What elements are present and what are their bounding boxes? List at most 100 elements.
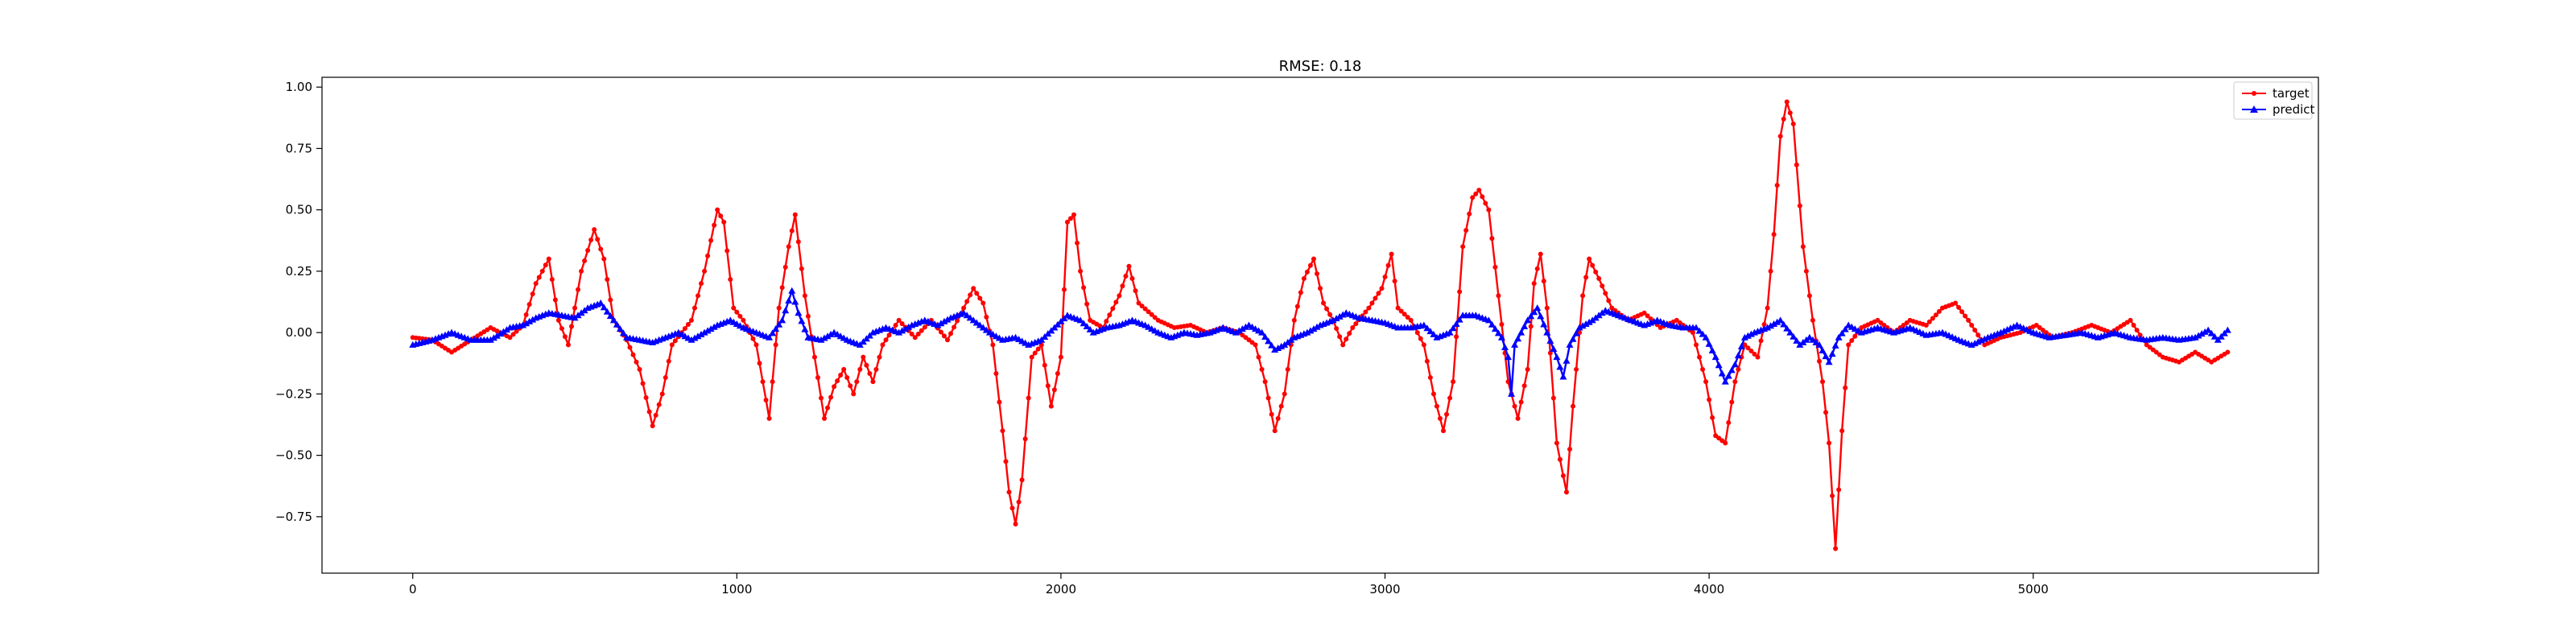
data-point-predict: [1747, 330, 1755, 337]
data-point-target: [1272, 428, 1278, 434]
data-point-predict: [577, 309, 585, 316]
data-point-predict: [691, 334, 699, 341]
data-point-predict: [574, 312, 582, 319]
data-point-target: [637, 366, 642, 372]
data-point-target: [822, 415, 828, 421]
data-point-predict: [769, 329, 777, 336]
data-point-predict: [571, 314, 579, 321]
data-point-predict: [1835, 333, 1843, 341]
x-tick-label: 4000: [1694, 582, 1724, 597]
data-point-target: [569, 324, 574, 329]
data-point-target: [1849, 338, 1855, 344]
data-point-predict: [1537, 312, 1545, 320]
data-point-predict: [1423, 324, 1431, 332]
data-point-target: [770, 379, 775, 385]
data-point-target: [1402, 312, 1407, 317]
data-point-target: [1515, 415, 1521, 421]
data-point-target: [1460, 244, 1466, 250]
data-point-target: [1042, 362, 1047, 368]
data-point-target: [1051, 387, 1057, 393]
data-point-target: [1045, 383, 1051, 389]
data-point-target: [1645, 313, 1650, 319]
y-tick-label: −0.25: [275, 386, 312, 401]
data-point-predict: [1815, 341, 1823, 348]
data-point-target: [971, 286, 976, 291]
data-point-target: [880, 342, 886, 348]
data-point-target: [841, 366, 847, 372]
data-point-predict: [1569, 335, 1577, 342]
data-point-predict: [1521, 323, 1529, 330]
data-point-target: [510, 332, 516, 337]
data-point-predict: [1799, 338, 1807, 345]
data-point-target: [1318, 286, 1323, 291]
data-point-target: [1700, 366, 1706, 372]
y-tick-label: 0.25: [286, 264, 312, 279]
data-point-target: [896, 317, 902, 323]
data-point-predict: [700, 328, 708, 336]
data-point-target: [1444, 411, 1450, 417]
data-point-target: [1447, 395, 1453, 401]
data-point-predict: [1534, 304, 1542, 312]
data-point-target: [708, 237, 714, 243]
data-point-predict: [1426, 328, 1435, 335]
data-point-target: [1827, 440, 1832, 446]
data-point-target: [1538, 251, 1543, 257]
data-point-target: [1294, 303, 1300, 309]
data-point-target: [1347, 331, 1352, 336]
series-layer: [409, 99, 2231, 551]
data-point-predict: [502, 326, 510, 333]
data-point-predict: [606, 312, 614, 320]
data-point-predict: [496, 330, 504, 337]
data-point-predict: [902, 325, 910, 332]
data-point-target: [1777, 134, 1783, 139]
data-point-predict: [519, 321, 527, 328]
data-point-target: [1152, 315, 1158, 320]
data-point-predict: [1831, 341, 1839, 349]
data-point-target: [1126, 263, 1132, 269]
data-point-target: [1379, 286, 1385, 291]
data-point-target: [1142, 306, 1148, 312]
data-point-predict: [1812, 338, 1820, 345]
data-point-target: [799, 266, 804, 271]
data-point-target: [815, 375, 820, 381]
data-point-predict: [1241, 323, 1249, 330]
data-point-target: [543, 262, 548, 268]
data-point-target: [1528, 324, 1534, 329]
data-point-target: [572, 305, 578, 311]
data-point-target: [1956, 304, 1962, 310]
data-point-target: [1736, 366, 1741, 372]
data-point-target: [1690, 330, 1695, 336]
data-point-predict: [697, 330, 705, 337]
data-point-predict: [1572, 329, 1580, 336]
data-point-target: [1930, 316, 1935, 321]
data-point-target: [766, 415, 772, 421]
data-point-target: [536, 275, 542, 280]
data-point-target: [974, 291, 980, 296]
data-point-target: [1139, 303, 1145, 309]
data-point-target: [1265, 395, 1271, 401]
data-point-target: [1369, 300, 1375, 306]
data-point-target: [656, 402, 662, 407]
data-point-predict: [795, 309, 803, 316]
data-point-target: [1373, 295, 1378, 301]
data-point-predict: [1566, 341, 1574, 348]
data-point-predict: [785, 297, 793, 304]
data-point-predict: [1501, 343, 1509, 350]
data-point-predict: [1268, 341, 1276, 349]
data-point-target: [588, 237, 594, 243]
data-point-target: [1467, 211, 1472, 217]
data-point-target: [867, 370, 873, 376]
data-point-predict: [1731, 361, 1739, 368]
data-point-predict: [1452, 320, 1460, 327]
data-point-target: [1321, 300, 1327, 306]
y-tick-label: −0.50: [275, 448, 312, 463]
data-point-predict: [1699, 330, 1707, 337]
data-point-predict: [1708, 347, 1716, 354]
data-point-target: [1061, 287, 1067, 292]
data-point-target: [1055, 370, 1060, 376]
data-point-predict: [1083, 323, 1091, 330]
data-point-target: [1110, 306, 1116, 312]
data-point-target: [1366, 305, 1372, 311]
data-point-predict: [619, 329, 627, 336]
